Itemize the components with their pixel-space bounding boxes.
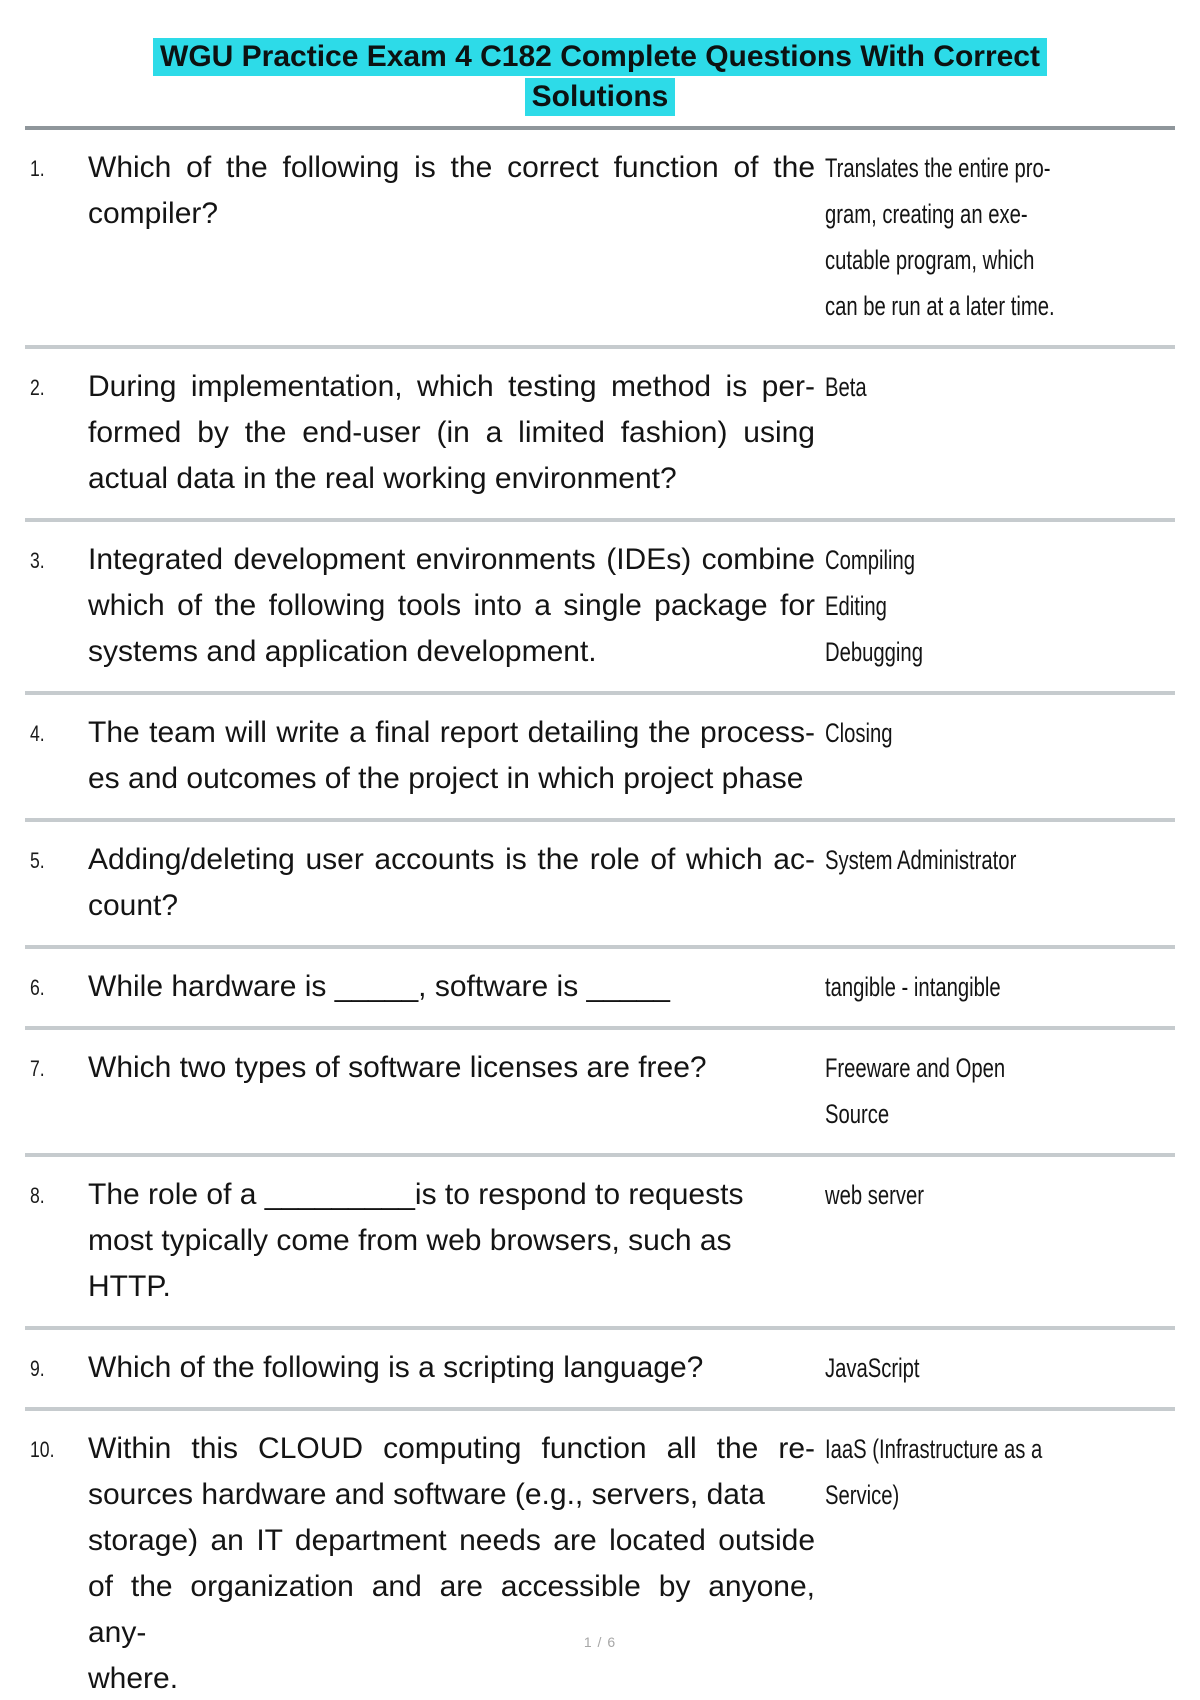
row-divider xyxy=(25,818,1175,822)
question-text: Within this CLOUD computing function all… xyxy=(88,1426,815,1700)
question-line: storage) an IT department needs are loca… xyxy=(88,1524,815,1557)
row-divider xyxy=(25,1326,1175,1330)
answer-line: Translates the entire pro- xyxy=(825,153,1051,183)
question-line: The role of a _________is to respond to … xyxy=(88,1178,744,1211)
question-text: Which two types of software licenses are… xyxy=(88,1045,815,1091)
answer-line: Beta xyxy=(825,372,867,402)
question-list: 1. Which of the following is the correct… xyxy=(0,130,1200,1700)
qa-row: 10. Within this CLOUD computing function… xyxy=(0,1411,1200,1700)
row-divider xyxy=(25,945,1175,949)
question-text: The role of a _________is to respond to … xyxy=(88,1172,815,1310)
question-line: Which of the following is a scripting la… xyxy=(88,1351,704,1384)
answer-line: Service) xyxy=(825,1480,900,1510)
answer-text: Beta xyxy=(825,364,1170,410)
question-text: Which of the following is the correct fu… xyxy=(88,145,815,237)
row-divider xyxy=(25,518,1175,522)
page-title: WGU Practice Exam 4 C182 Complete Questi… xyxy=(0,0,1200,117)
row-divider xyxy=(25,1407,1175,1411)
question-line: Which of the following is the correct fu… xyxy=(88,151,815,184)
question-number: 3. xyxy=(30,548,45,573)
title-highlight: Solutions xyxy=(524,78,676,116)
answer-line: Freeware and Open xyxy=(825,1053,1006,1083)
answer-line: IaaS (Infrastructure as a xyxy=(825,1434,1043,1464)
answer-text: JavaScript xyxy=(825,1345,1170,1391)
question-line: actual data in the real working environm… xyxy=(88,462,677,495)
question-number: 5. xyxy=(30,848,45,873)
question-line: count? xyxy=(88,889,179,922)
answer-text: web server xyxy=(825,1172,1170,1218)
qa-row: 8. The role of a _________is to respond … xyxy=(0,1157,1200,1326)
answer-text: IaaS (Infrastructure as a Service) xyxy=(825,1426,1170,1518)
qa-row: 4. The team will write a final report de… xyxy=(0,695,1200,818)
answer-line: gram, creating an exe- xyxy=(825,199,1028,229)
question-number: 10. xyxy=(30,1437,55,1462)
question-line: compiler? xyxy=(88,197,219,230)
question-line: sources hardware and software (e.g., ser… xyxy=(88,1478,765,1511)
answer-line: Source xyxy=(825,1099,890,1129)
answer-text: System Administrator xyxy=(825,837,1170,883)
answer-text: Freeware and Open Source xyxy=(825,1045,1170,1137)
answer-line: can be run at a later time. xyxy=(825,291,1055,321)
page-title-line-2: Solutions xyxy=(0,77,1200,117)
answer-line: tangible - intangible xyxy=(825,972,1001,1002)
header-divider xyxy=(25,126,1175,130)
qa-row: 6. While hardware is _____, software is … xyxy=(0,949,1200,1026)
row-divider xyxy=(25,1026,1175,1030)
qa-row: 9. Which of the following is a scripting… xyxy=(0,1330,1200,1407)
question-line: most typically come from web browsers, s… xyxy=(88,1224,732,1303)
question-number: 7. xyxy=(30,1056,45,1081)
question-line: Integrated development environments (IDE… xyxy=(88,543,815,576)
answer-line: Compiling xyxy=(825,545,916,575)
question-number: 8. xyxy=(30,1183,45,1208)
row-divider xyxy=(25,691,1175,695)
answer-line: Editing xyxy=(825,591,887,621)
question-line: While hardware is _____, software is ___… xyxy=(88,970,670,1003)
question-line: Within this CLOUD computing function all… xyxy=(88,1432,815,1465)
question-text: While hardware is _____, software is ___… xyxy=(88,964,815,1010)
qa-row: 3. Integrated development environments (… xyxy=(0,522,1200,691)
question-line: formed by the end-user (in a limited fas… xyxy=(88,416,815,449)
question-line: During implementation, which testing met… xyxy=(88,370,815,403)
row-divider xyxy=(25,1153,1175,1157)
question-number: 2. xyxy=(30,375,45,400)
question-text: During implementation, which testing met… xyxy=(88,364,815,502)
question-line: Which two types of software licenses are… xyxy=(88,1051,707,1084)
question-line: which of the following tools into a sing… xyxy=(88,589,815,622)
answer-line: JavaScript xyxy=(825,1353,920,1383)
question-line: where. xyxy=(88,1662,179,1695)
page-number: 1 / 6 xyxy=(583,1634,617,1650)
question-number: 6. xyxy=(30,975,45,1000)
question-number: 4. xyxy=(30,721,45,746)
answer-line: System Administrator xyxy=(825,845,1017,875)
question-number: 9. xyxy=(30,1356,45,1381)
question-text: Which of the following is a scripting la… xyxy=(88,1345,815,1391)
answer-text: tangible - intangible xyxy=(825,964,1170,1010)
page-title-line-1: WGU Practice Exam 4 C182 Complete Questi… xyxy=(0,37,1200,77)
qa-row: 7. Which two types of software licenses … xyxy=(0,1030,1200,1153)
qa-row: 2. During implementation, which testing … xyxy=(0,349,1200,518)
answer-text: Compiling Editing Debugging xyxy=(825,537,1170,675)
question-text: Adding/deleting user accounts is the rol… xyxy=(88,837,815,929)
answer-line: Closing xyxy=(825,718,893,748)
answer-text: Translates the entire pro-gram, creating… xyxy=(825,145,1170,329)
answer-line: web server xyxy=(825,1180,925,1210)
answer-text: Closing xyxy=(825,710,1170,756)
answer-line: cutable program, which xyxy=(825,245,1035,275)
row-divider xyxy=(25,345,1175,349)
question-line: es and outcomes of the project in which … xyxy=(88,762,804,795)
title-highlight: WGU Practice Exam 4 C182 Complete Questi… xyxy=(153,38,1047,76)
question-line: systems and application development. xyxy=(88,635,597,668)
question-line: Adding/deleting user accounts is the rol… xyxy=(88,843,815,876)
qa-row: 5. Adding/deleting user accounts is the … xyxy=(0,822,1200,945)
question-number: 1. xyxy=(30,156,45,181)
question-text: Integrated development environments (IDE… xyxy=(88,537,815,675)
question-text: The team will write a final report detai… xyxy=(88,710,815,802)
question-line: The team will write a final report detai… xyxy=(88,716,815,749)
qa-row: 1. Which of the following is the correct… xyxy=(0,130,1200,345)
answer-line: Debugging xyxy=(825,637,923,667)
question-line: of the organization and are accessible b… xyxy=(88,1570,815,1649)
